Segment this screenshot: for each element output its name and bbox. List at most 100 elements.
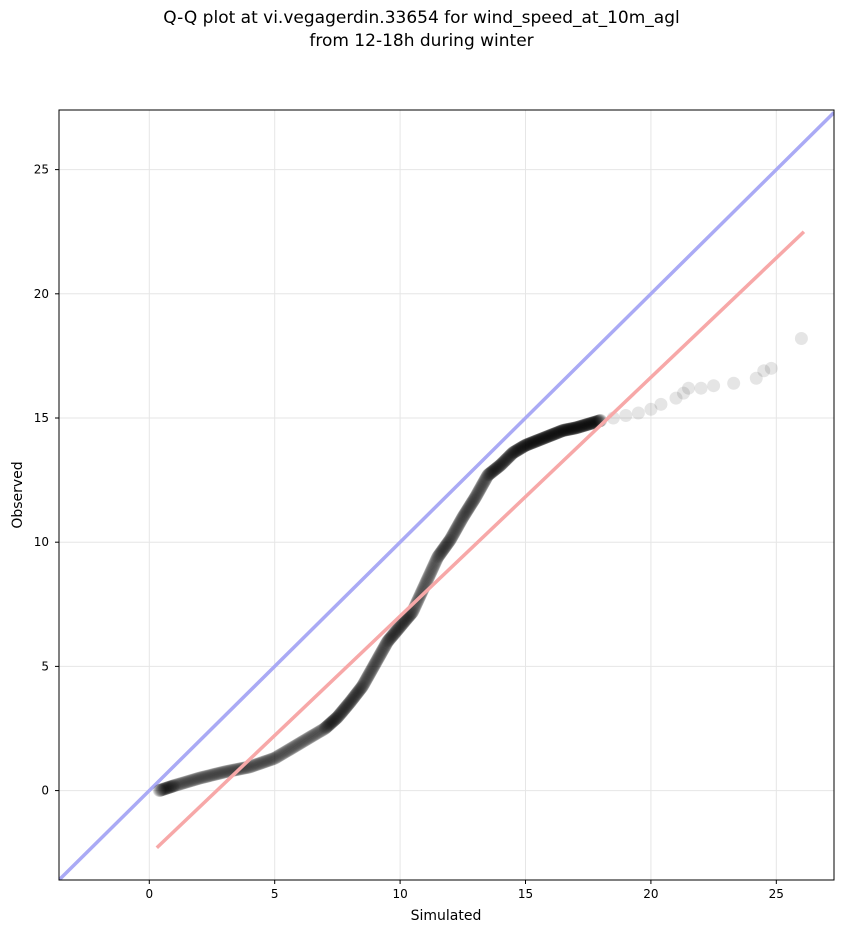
- qq-point: [474, 480, 488, 494]
- qq-point: [389, 624, 403, 638]
- qq-point: [505, 447, 519, 461]
- qq-point: [274, 748, 288, 762]
- qq-point: [381, 634, 395, 648]
- qq-point: [564, 422, 578, 436]
- qq-point: [375, 645, 389, 659]
- qq-point: [499, 453, 513, 467]
- qq-point: [207, 768, 221, 782]
- qq-point: [325, 715, 339, 729]
- qq-point: [443, 533, 457, 547]
- qq-point: [312, 725, 326, 739]
- qq-point: [248, 758, 262, 772]
- qq-tail-point: [727, 376, 741, 390]
- qq-tail-point: [694, 381, 708, 395]
- qq-point: [504, 447, 518, 461]
- qq-point: [575, 419, 589, 433]
- qq-point: [540, 430, 554, 444]
- qq-point: [365, 662, 379, 676]
- qq-point: [270, 750, 284, 764]
- qq-point: [484, 466, 498, 480]
- qq-point: [313, 725, 327, 739]
- qq-point: [354, 681, 368, 695]
- qq-point: [394, 619, 408, 633]
- qq-point: [339, 700, 353, 714]
- qq-point: [373, 648, 387, 662]
- qq-point: [579, 418, 593, 432]
- qq-point: [369, 655, 383, 669]
- qq-point: [387, 626, 401, 640]
- qq-point: [435, 544, 449, 558]
- qq-point: [385, 630, 399, 644]
- qq-point: [506, 445, 520, 459]
- qq-point: [438, 540, 452, 554]
- qq-point: [447, 525, 461, 539]
- qq-point: [254, 756, 268, 770]
- qq-point: [420, 574, 434, 588]
- qq-point: [380, 635, 394, 649]
- qq-point: [298, 733, 312, 747]
- qq-point: [512, 442, 526, 456]
- qq-point: [476, 477, 490, 491]
- qq-point: [573, 420, 587, 434]
- qq-point: [547, 427, 561, 441]
- qq-point: [494, 458, 508, 472]
- qq-point: [428, 556, 442, 570]
- qq-point: [285, 741, 299, 755]
- qq-point: [371, 652, 385, 666]
- qq-point: [459, 505, 473, 519]
- qq-point: [304, 730, 318, 744]
- qq-point: [554, 424, 568, 438]
- qq-point: [510, 444, 524, 458]
- qq-point: [180, 775, 194, 789]
- qq-point: [574, 419, 588, 433]
- qq-point: [168, 778, 182, 792]
- qq-point: [469, 489, 483, 503]
- qq-point: [578, 418, 592, 432]
- qq-point: [559, 423, 573, 437]
- qq-point: [500, 452, 514, 466]
- qq-point: [539, 430, 553, 444]
- grid-layer: [59, 110, 834, 880]
- qq-point: [506, 446, 520, 460]
- qq-point: [471, 485, 485, 499]
- qq-point: [517, 439, 531, 453]
- qq-point: [483, 466, 497, 480]
- qq-point: [353, 683, 367, 697]
- qq-point: [585, 416, 599, 430]
- qq-point: [384, 630, 398, 644]
- qq-point: [334, 706, 348, 720]
- qq-point: [324, 716, 338, 730]
- qq-point: [524, 436, 538, 450]
- qq-point: [236, 761, 250, 775]
- qq-point: [503, 448, 517, 462]
- qq-point: [448, 523, 462, 537]
- qq-point: [572, 420, 586, 434]
- qq-point: [393, 620, 407, 634]
- qq-point: [335, 705, 349, 719]
- qq-point: [446, 527, 460, 541]
- qq-point: [513, 442, 527, 456]
- qq-point: [486, 464, 500, 478]
- qq-point: [211, 767, 225, 781]
- qq-point: [571, 420, 585, 434]
- qq-point: [255, 756, 269, 770]
- qq-point: [165, 779, 179, 793]
- qq-point: [287, 740, 301, 754]
- x-tick-label: 20: [643, 887, 658, 901]
- qq-point: [579, 418, 593, 432]
- qq-point: [439, 539, 453, 553]
- qq-point: [441, 536, 455, 550]
- qq-point: [493, 459, 507, 473]
- qq-point: [372, 649, 386, 663]
- qq-point: [289, 739, 303, 753]
- qq-point: [256, 755, 270, 769]
- qq-point: [210, 767, 224, 781]
- qq-point: [430, 552, 444, 566]
- qq-point: [463, 499, 477, 513]
- qq-point: [460, 504, 474, 518]
- qq-point: [509, 444, 523, 458]
- qq-point: [340, 699, 354, 713]
- qq-point: [507, 445, 521, 459]
- qq-point: [346, 692, 360, 706]
- qq-point: [163, 780, 177, 794]
